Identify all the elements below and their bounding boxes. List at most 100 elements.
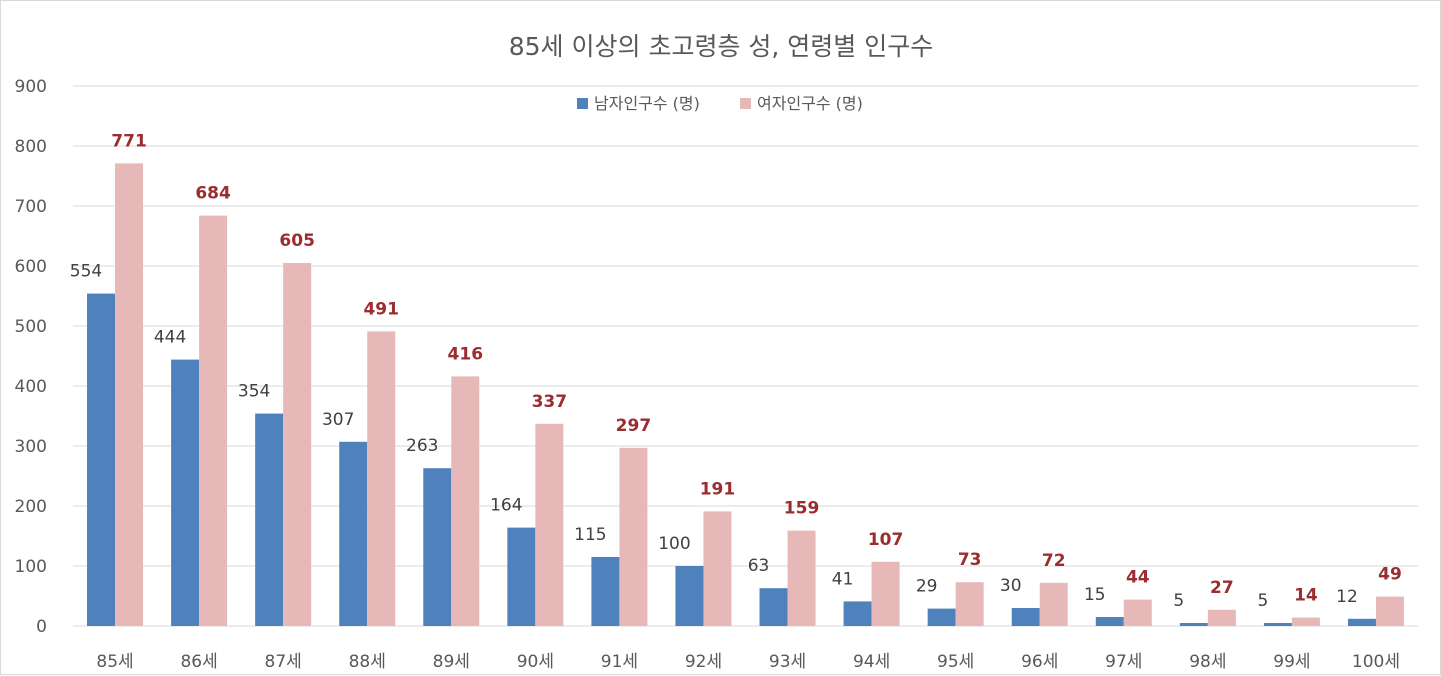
y-axis: 0 100 200 300 400 500 600 700 800 900: [15, 77, 47, 637]
bar-male: [423, 468, 452, 626]
bar-male: [843, 601, 872, 626]
data-label-male: 354: [238, 382, 270, 402]
bar-female: [1123, 599, 1152, 626]
y-tick-label: 700: [15, 197, 47, 217]
bar-male: [171, 359, 200, 626]
y-tick-label: 800: [15, 137, 47, 157]
data-label-male: 164: [490, 496, 522, 516]
bar-female: [367, 331, 396, 626]
x-tick-label: 99세: [1273, 652, 1310, 672]
data-label-male: 63: [748, 556, 770, 576]
legend: 남자인구수 (명) 여자인구수 (명): [577, 94, 863, 113]
bar-male: [1179, 623, 1208, 626]
data-label-female: 44: [1126, 568, 1150, 588]
x-tick-label: 86세: [180, 652, 217, 672]
bar-male: [255, 413, 284, 626]
bar-female: [1207, 609, 1236, 626]
bar-male: [675, 566, 704, 626]
y-tick-label: 0: [36, 617, 47, 637]
x-tick-label: 100세: [1352, 652, 1400, 672]
data-label-female: 107: [868, 530, 904, 550]
bar-female: [955, 582, 984, 626]
data-label-male: 263: [406, 436, 438, 456]
data-label-female: 73: [958, 550, 982, 570]
x-tick-label: 98세: [1189, 652, 1226, 672]
bar-female: [535, 423, 564, 626]
y-tick-label: 400: [15, 377, 47, 397]
data-label-female: 14: [1294, 586, 1318, 606]
y-tick-label: 600: [15, 257, 47, 277]
data-label-male: 100: [658, 534, 690, 554]
x-tick-label: 94세: [853, 652, 890, 672]
data-label-male: 12: [1336, 587, 1358, 607]
bars: [87, 163, 1404, 626]
bar-female: [115, 163, 144, 626]
legend-label-female: 여자인구수 (명): [757, 94, 863, 113]
bar-female: [787, 530, 816, 626]
legend-swatch-male: [577, 98, 588, 109]
bar-female: [1291, 617, 1320, 626]
bar-female: [451, 376, 480, 626]
x-tick-label: 97세: [1105, 652, 1142, 672]
data-label-male: 15: [1084, 585, 1106, 605]
bar-male: [927, 608, 956, 626]
data-label-male: 29: [916, 577, 938, 597]
x-axis: 85세 86세 87세 88세 89세 90세 91세 92세 93세 94세 95세 96세 97세 9…: [96, 652, 1400, 672]
bar-female: [619, 447, 648, 626]
x-tick-label: 91세: [601, 652, 638, 672]
data-label-male: 5: [1173, 591, 1184, 611]
x-tick-label: 92세: [685, 652, 722, 672]
x-tick-label: 88세: [349, 652, 386, 672]
x-tick-label: 90세: [517, 652, 554, 672]
legend-swatch-female: [740, 98, 751, 109]
x-tick-label: 96세: [1021, 652, 1058, 672]
chart-title: 85세 이상의 초고령층 성, 연령별 인구수: [509, 32, 934, 61]
bar-male: [1095, 617, 1124, 626]
data-label-male: 5: [1257, 591, 1268, 611]
data-label-female: 684: [195, 184, 231, 204]
bar-male: [1347, 618, 1376, 626]
bar-male: [1011, 608, 1040, 626]
data-label-male: 444: [154, 328, 186, 348]
data-label-female: 27: [1210, 578, 1234, 598]
data-labels: 5547714446843546053074912634161643371152…: [70, 131, 1402, 611]
data-label-female: 191: [700, 479, 736, 499]
x-tick-label: 93세: [769, 652, 806, 672]
x-tick-label: 89세: [433, 652, 470, 672]
y-tick-label: 300: [15, 437, 47, 457]
y-tick-label: 200: [15, 497, 47, 517]
data-label-male: 41: [832, 569, 854, 589]
data-label-female: 491: [363, 299, 399, 319]
data-label-female: 72: [1042, 551, 1066, 571]
y-tick-label: 900: [15, 77, 47, 97]
bar-female: [283, 263, 312, 626]
bar-male: [759, 588, 788, 626]
data-label-female: 49: [1378, 565, 1402, 585]
y-tick-label: 500: [15, 317, 47, 337]
data-label-female: 159: [784, 499, 820, 519]
x-tick-label: 85세: [96, 652, 133, 672]
bar-male: [507, 527, 536, 626]
bar-female: [199, 215, 228, 626]
x-tick-label: 95세: [937, 652, 974, 672]
data-label-female: 605: [279, 231, 315, 251]
data-label-male: 554: [70, 262, 102, 282]
bar-male: [1263, 623, 1292, 626]
bar-female: [703, 511, 732, 626]
data-label-male: 115: [574, 525, 606, 545]
legend-label-male: 남자인구수 (명): [594, 94, 700, 113]
data-label-female: 337: [532, 392, 568, 412]
data-label-female: 416: [448, 344, 484, 364]
y-tick-label: 100: [15, 557, 47, 577]
data-label-female: 297: [616, 416, 652, 436]
bar-female: [1375, 596, 1404, 626]
data-label-male: 307: [322, 410, 354, 430]
data-label-female: 771: [111, 131, 147, 151]
bar-male: [87, 293, 116, 626]
bar-male: [591, 557, 620, 626]
bar-female: [1039, 582, 1068, 626]
bar-female: [871, 561, 900, 626]
data-label-male: 30: [1000, 576, 1022, 596]
